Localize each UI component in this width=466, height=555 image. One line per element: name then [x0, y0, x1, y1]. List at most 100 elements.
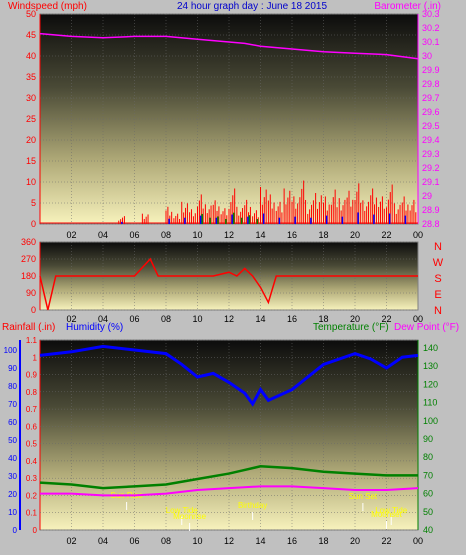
humidity-tick-label: 50 — [8, 436, 17, 445]
barometer-tick-label: 29.1 — [422, 177, 440, 187]
barometer-tick-label: 30.3 — [422, 9, 440, 19]
temperature-tick-label: 70 — [423, 470, 433, 480]
event-label: Sun Set — [349, 492, 378, 501]
humidity-tick-label: 60 — [8, 418, 17, 427]
x-tick-label: 08 — [161, 536, 171, 546]
x-tick-label: 04 — [98, 314, 108, 324]
rainfall-tick-label: 0.6 — [26, 422, 38, 431]
direction-tick-label: 360 — [21, 237, 36, 247]
x-tick-label: 06 — [129, 536, 139, 546]
rainfall-axis-label: Rainfall (.in) — [2, 322, 55, 333]
temperature-line — [39, 465, 418, 490]
x-tick-label: 10 — [192, 230, 202, 240]
windspeed-tick-label: 15 — [26, 156, 36, 166]
humidity-tick-label: 20 — [8, 490, 17, 499]
x-tick-label: 08 — [161, 230, 171, 240]
x-tick-label: 06 — [129, 314, 139, 324]
windspeed-tick-label: 20 — [26, 135, 36, 145]
barometer-tick-label: 28.8 — [422, 219, 440, 229]
barometer-tick-label: 30.2 — [422, 23, 440, 33]
event-label: Moonrise — [173, 512, 206, 521]
x-tick-label: 16 — [287, 230, 297, 240]
humidity-tick-label: 30 — [8, 472, 17, 481]
windspeed-tick-label: 50 — [26, 9, 36, 19]
rainfall-tick-label: 0.5 — [26, 440, 38, 449]
temperature-tick-label: 40 — [423, 525, 433, 535]
humidity-tick-label: 70 — [8, 400, 17, 409]
plot-area-temperature — [39, 339, 419, 531]
barometer-tick-label: 29 — [422, 191, 432, 201]
direction-tick-label: 0 — [31, 305, 36, 315]
rainfall-tick-label: 0.7 — [26, 405, 38, 414]
x-tick-label: 14 — [255, 536, 265, 546]
x-tick-label: 16 — [287, 314, 297, 324]
barometer-tick-label: 29.6 — [422, 107, 440, 117]
rainfall-tick-label: 0.1 — [26, 509, 38, 518]
windspeed-tick-label: 35 — [26, 72, 36, 82]
rainfall-tick-label: 0.3 — [26, 474, 38, 483]
x-tick-label: 22 — [381, 536, 391, 546]
x-tick-label: 00 — [413, 230, 423, 240]
barometer-tick-label: 29.2 — [422, 163, 440, 173]
temperature-tick-label: 140 — [423, 343, 438, 353]
windspeed-tick-label: 0 — [31, 219, 36, 229]
x-tick-label: 00 — [413, 536, 423, 546]
rainfall-tick-label: 1 — [33, 353, 38, 362]
x-tick-label: 08 — [161, 314, 171, 324]
rainfall-tick-label: 0.9 — [26, 371, 38, 380]
rainfall-tick-label: 0.2 — [26, 491, 38, 500]
humidity-tick-label: 10 — [8, 508, 17, 517]
humidity-tick-label: 100 — [4, 346, 18, 355]
x-tick-label: 18 — [318, 536, 328, 546]
barometer-tick-label: 28.9 — [422, 205, 440, 215]
x-tick-label: 18 — [318, 314, 328, 324]
barometer-tick-label: 29.7 — [422, 93, 440, 103]
temperature-tick-label: 100 — [423, 416, 438, 426]
temperature-axis-label: Temperature (°F) — [313, 322, 389, 333]
x-tick-label: 18 — [318, 230, 328, 240]
x-tick-label: 00 — [413, 314, 423, 324]
x-tick-label: 02 — [66, 314, 76, 324]
x-tick-label: 12 — [224, 230, 234, 240]
temperature-tick-label: 90 — [423, 434, 433, 444]
x-tick-label: 22 — [381, 314, 391, 324]
windspeed-tick-label: 45 — [26, 30, 36, 40]
humidity-tick-label: 90 — [8, 364, 17, 373]
barometer-tick-label: 29.8 — [422, 79, 440, 89]
windspeed-tick-label: 10 — [26, 177, 36, 187]
x-tick-label: 12 — [224, 314, 234, 324]
chart-title: 24 hour graph day : June 18 2015 — [177, 1, 328, 12]
windspeed-tick-label: 40 — [26, 51, 36, 61]
direction-tick-label: 180 — [21, 271, 36, 281]
humidity-line — [39, 344, 419, 407]
barometer-tick-label: 30 — [422, 51, 432, 61]
x-tick-label: 16 — [287, 536, 297, 546]
barometer-tick-label: 30.1 — [422, 37, 440, 47]
barometer-tick-label: 29.4 — [422, 135, 440, 145]
direction-tick-label: 270 — [21, 254, 36, 264]
barometer-tick-label: 29.3 — [422, 149, 440, 159]
x-tick-label: 04 — [98, 230, 108, 240]
rainfall-tick-label: 1.1 — [26, 336, 38, 345]
x-tick-label: 02 — [66, 230, 76, 240]
compass-label: N — [434, 305, 442, 317]
temperature-tick-label: 60 — [423, 489, 433, 499]
temperature-tick-label: 110 — [423, 398, 437, 408]
panel-temperature-humidity: Rainfall (.in) Humidity (%) Temperature … — [2, 322, 459, 546]
windspeed-tick-label: 25 — [26, 114, 36, 124]
barometer-tick-label: 29.5 — [422, 121, 440, 131]
x-tick-label: 14 — [255, 230, 265, 240]
rainfall-tick-label: 0 — [33, 526, 38, 535]
wind-direction-line — [39, 257, 418, 311]
humidity-tick-label: 80 — [8, 382, 17, 391]
x-tick-label: 20 — [350, 230, 360, 240]
humidity-axis-label: Humidity (%) — [66, 322, 123, 333]
event-label: Birthday — [238, 501, 267, 510]
humidity-tick-label: 0 — [13, 526, 18, 535]
x-tick-label: 22 — [381, 230, 391, 240]
windspeed-tick-label: 5 — [31, 198, 36, 208]
dewpoint-axis-label: Dew Point (°F) — [394, 322, 459, 333]
panel-wind-barometer: Windspeed (mph) 24 hour graph day : June… — [8, 1, 441, 240]
temperature-tick-label: 50 — [423, 507, 433, 517]
